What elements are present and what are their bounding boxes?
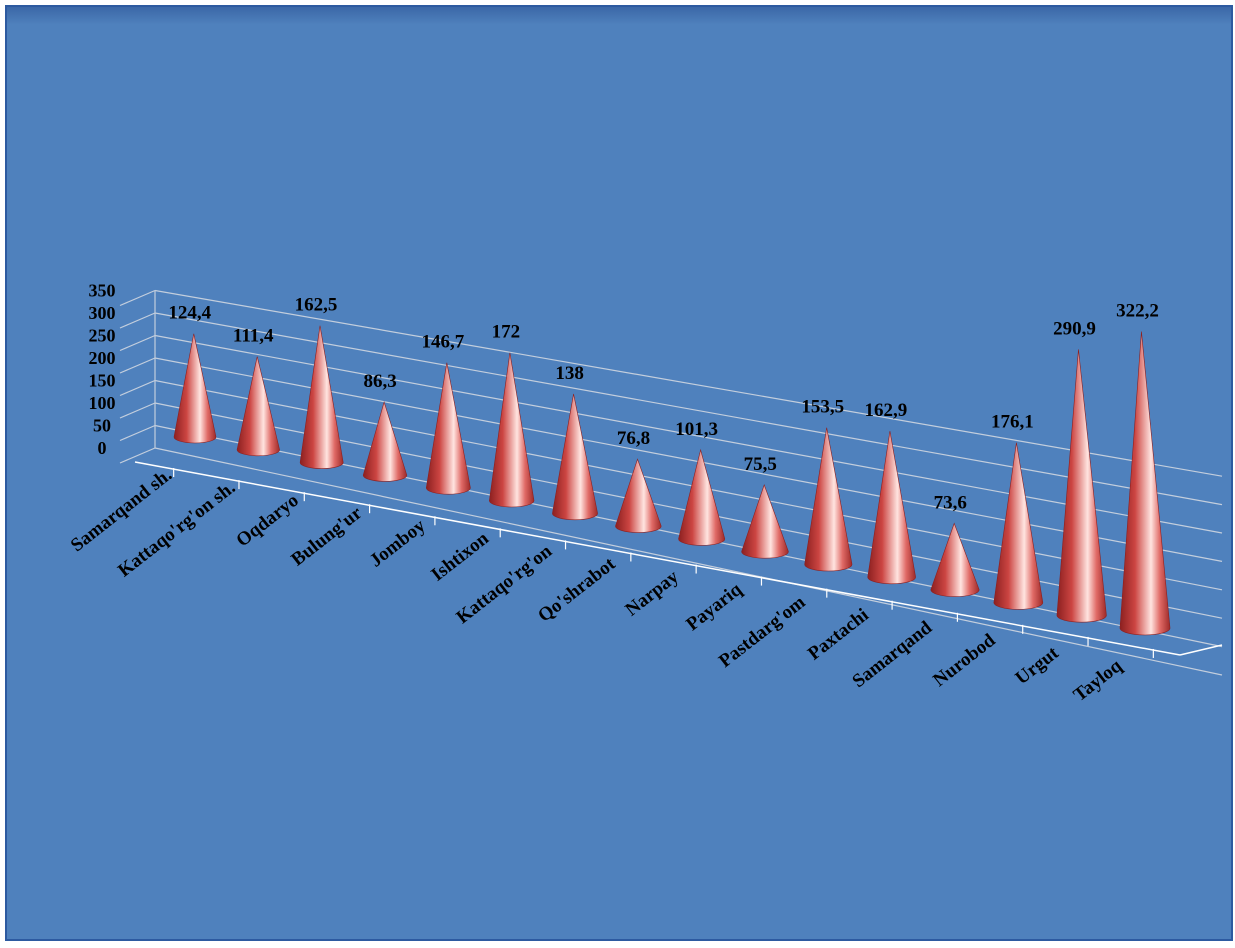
data-label: 73,6 <box>934 492 967 513</box>
data-label: 76,8 <box>617 428 650 449</box>
gridline <box>154 447 1223 676</box>
y-tick-label: 200 <box>89 348 116 368</box>
gridline-side <box>119 447 156 464</box>
cone-bar <box>425 362 471 495</box>
data-label: 146,7 <box>421 332 464 353</box>
cone-bar <box>552 393 598 521</box>
y-tick-label: 350 <box>89 281 116 301</box>
gridline <box>154 312 1223 506</box>
gridline-side <box>119 424 156 442</box>
cone-bar <box>678 448 726 546</box>
gridline-side <box>119 357 156 374</box>
cone-bar <box>993 442 1044 610</box>
cone-bar <box>867 431 916 585</box>
y-tick-label: 300 <box>89 303 116 323</box>
gridline <box>154 334 1223 534</box>
y-tick-label: 0 <box>98 438 107 458</box>
data-label: 162,5 <box>295 295 338 316</box>
cone-bar <box>1056 349 1107 623</box>
y-tick-label: 50 <box>93 416 111 436</box>
y-tick-label: 100 <box>89 393 116 413</box>
y-tick-label: 250 <box>89 326 116 346</box>
data-label: 75,5 <box>744 454 777 475</box>
floor-right-edge <box>1179 644 1223 656</box>
cone-bar <box>489 352 535 508</box>
cone-bar <box>930 522 980 597</box>
cone-bar <box>741 483 789 559</box>
cone-bar <box>173 333 217 444</box>
cone-bar <box>299 325 344 469</box>
data-label: 172 <box>492 322 521 343</box>
floor-front-edge <box>134 461 1181 656</box>
cone-bar <box>236 356 280 457</box>
data-label: 176,1 <box>991 412 1034 433</box>
gridline-side <box>119 289 156 307</box>
data-label: 86,3 <box>363 371 396 392</box>
cone-bar <box>804 427 853 572</box>
value-labels: 124,4 111,4 162,5 86,3 146,7 172 138 76,8 101,3 7… <box>168 295 1158 514</box>
gridline-side <box>119 312 156 329</box>
gridline-side <box>119 379 156 397</box>
y-tick-label: 150 <box>89 371 116 391</box>
cones <box>173 325 1171 636</box>
data-label: 290,9 <box>1053 318 1096 339</box>
data-label: 138 <box>555 363 584 384</box>
data-label: 322,2 <box>1116 301 1159 322</box>
data-label: 101,3 <box>675 419 718 440</box>
cone-bar <box>615 458 662 533</box>
data-label: 153,5 <box>801 397 844 418</box>
cone-bar <box>362 400 408 482</box>
gridline-side <box>119 402 156 419</box>
cone-bar <box>1119 331 1171 636</box>
data-label: 162,9 <box>865 400 908 421</box>
gridline <box>154 357 1223 562</box>
data-label: 124,4 <box>168 303 211 324</box>
data-label: 111,4 <box>233 326 274 347</box>
gridline-side <box>119 334 156 352</box>
gridline <box>154 289 1223 477</box>
